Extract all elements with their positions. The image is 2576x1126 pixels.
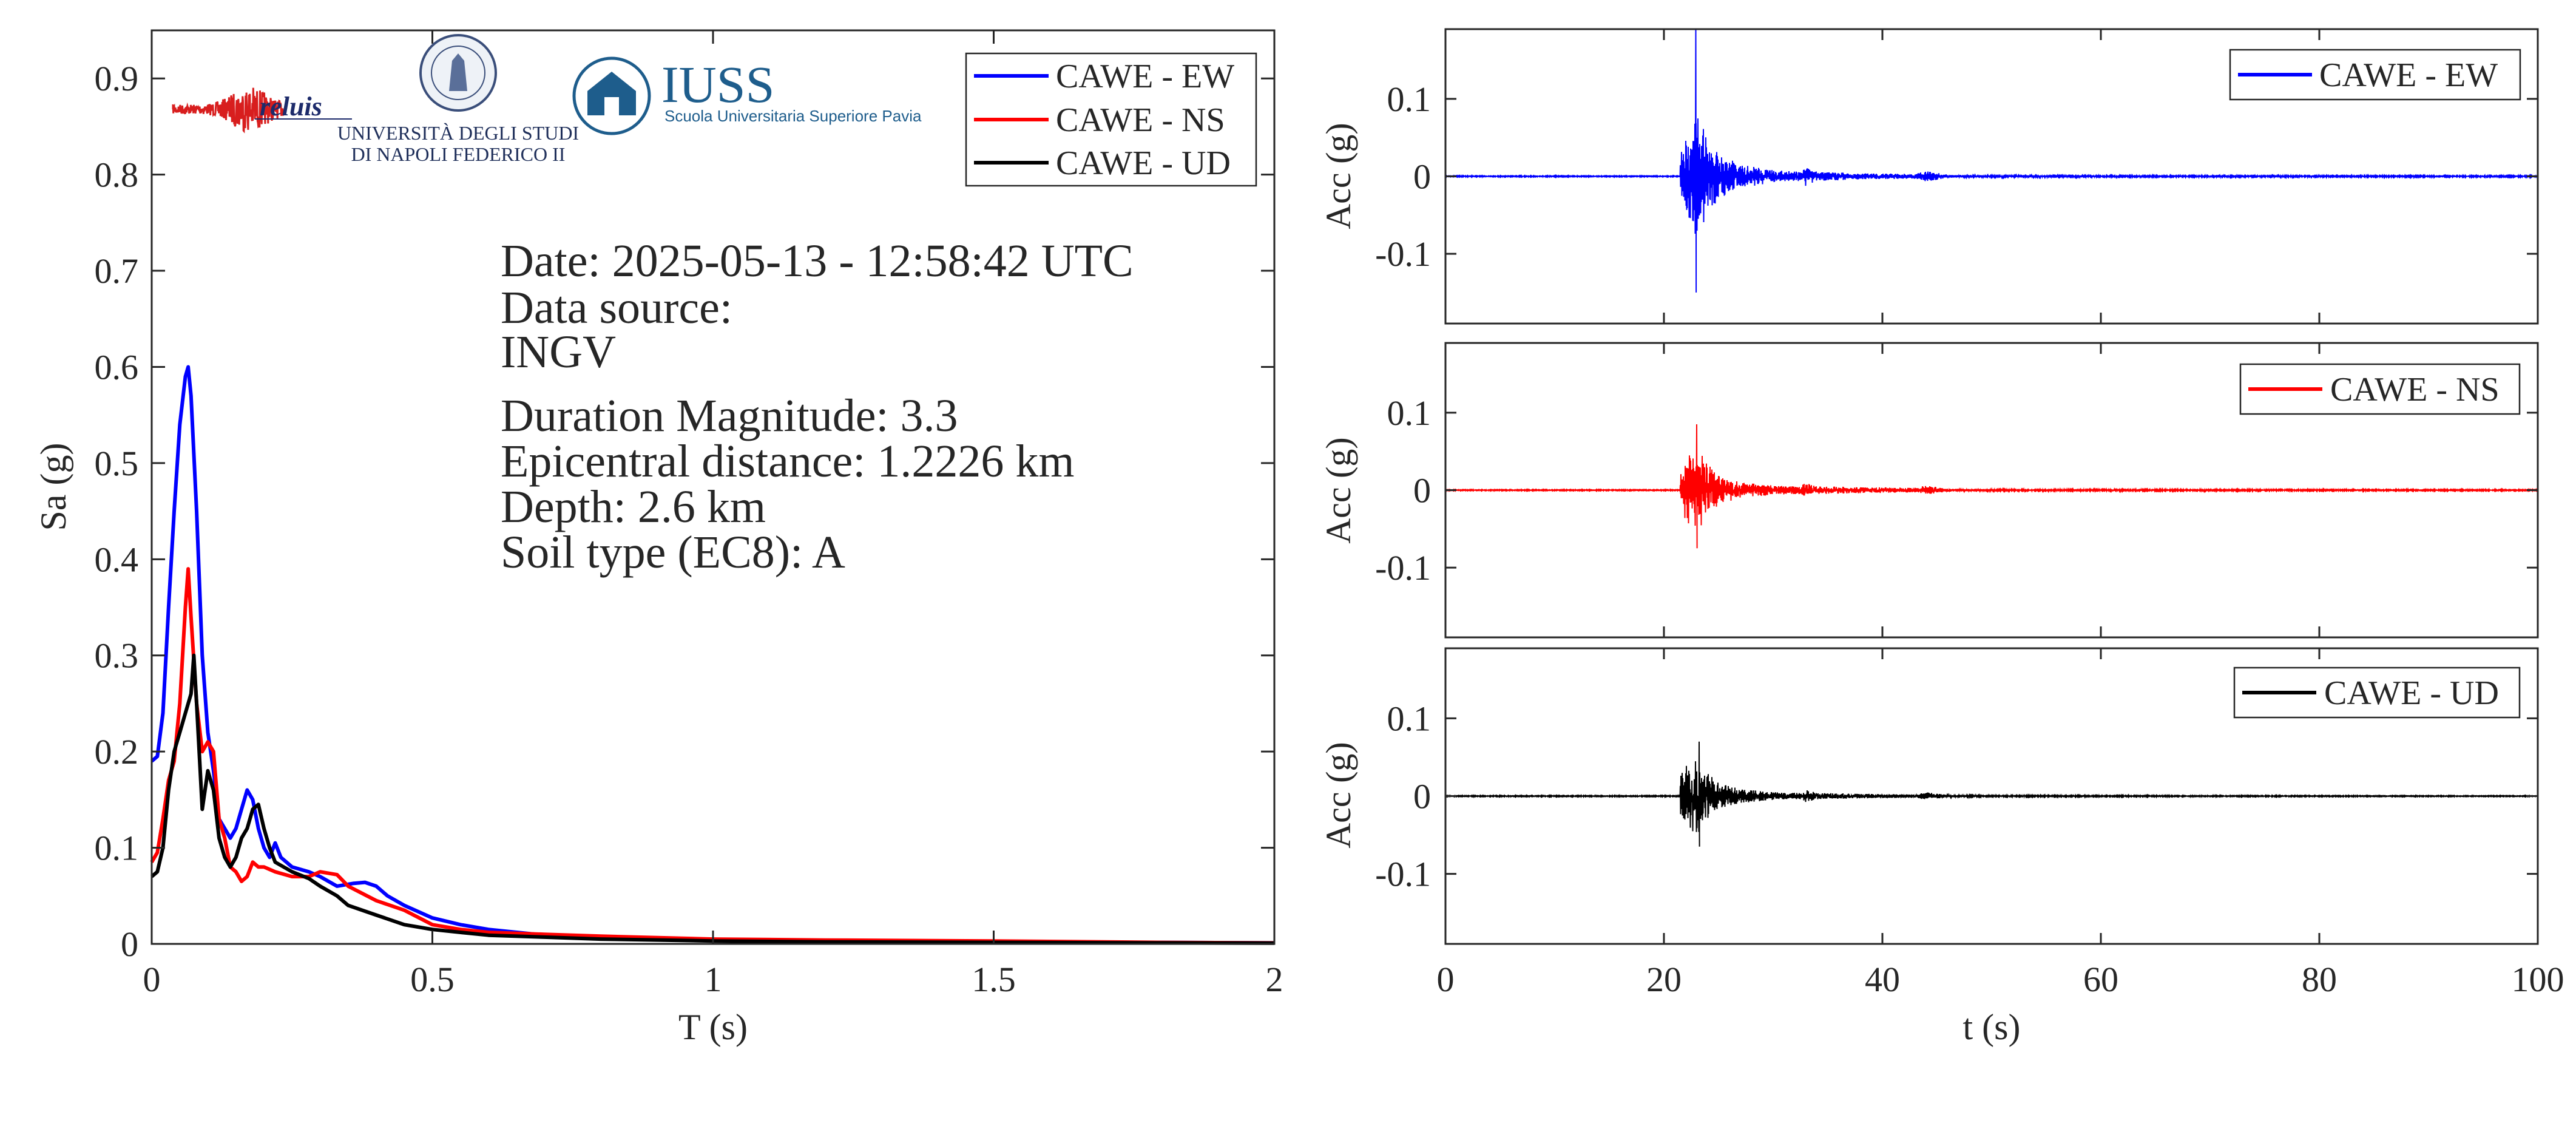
- reluis-wave-icon: [172, 87, 285, 134]
- acc-ytick-label: 0.1: [1387, 699, 1432, 738]
- acc-xtick-label: 80: [2302, 960, 2337, 999]
- unina-line2: DI NAPOLI FEDERICO II: [351, 143, 566, 165]
- spectrum-ytick-label: 0.8: [95, 155, 139, 195]
- acc-ns-series: [1445, 424, 2538, 549]
- spectrum-ytick-label: 0.7: [95, 251, 139, 291]
- info-depth: Depth: 2.6 km: [501, 481, 766, 532]
- acc-ew-legend: CAWE - EW: [2229, 49, 2521, 101]
- spectrum-xtick-label: 1.5: [972, 960, 1016, 999]
- legend-label-ns: CAWE - NS: [1056, 101, 1225, 139]
- info-magnitude: Duration Magnitude: 3.3: [501, 390, 958, 441]
- spectrum-xtick-label: 0: [143, 960, 161, 999]
- iuss-building-door-icon: [604, 97, 619, 115]
- unina-seal-inner-icon: [431, 46, 485, 100]
- acc-ew-ticks: -0.1 0 0.1: [1375, 29, 2539, 324]
- reluis-logo: reluis: [172, 87, 352, 134]
- spectrum-ytick-label: 0.1: [95, 829, 139, 868]
- acc-ud-series: [1445, 741, 2538, 847]
- info-soil: Soil type (EC8): A: [501, 527, 845, 578]
- spectrum-legend: CAWE - EW CAWE - NS CAWE - UD: [965, 52, 1257, 187]
- spectrum-series-ns: [150, 567, 1275, 945]
- acc-ew-chart: -0.1 0 0.1 Acc (g) CAWE - EW: [1319, 28, 2539, 325]
- acc-ud-legend: CAWE - UD: [2233, 666, 2521, 719]
- spectrum-chart: 0 0.5 1 1.5 2 0 0.1 0.2 0.3 0.4 0.5 0.6 0.7 0.8 0.9 Sa…: [33, 29, 1283, 1047]
- spectrum-ylabel: Sa (g): [33, 443, 73, 531]
- acc-ns-legend: CAWE - NS: [2239, 363, 2521, 415]
- info-date: Date: 2025-05-13 - 12:58:42 UTC: [501, 236, 1134, 287]
- acc-ud-xlabel: t (s): [1963, 1007, 2021, 1047]
- acc-xtick-label: 60: [2083, 960, 2118, 999]
- iuss-name: IUSS: [661, 55, 774, 114]
- acc-ytick-label: -0.1: [1375, 548, 1431, 588]
- acc-ytick-label: 0.1: [1387, 80, 1432, 119]
- spectrum-series-ew: [150, 365, 1275, 945]
- spectrum-xlabel: T (s): [678, 1007, 748, 1047]
- spectrum-xtick-label: 0.5: [410, 960, 455, 999]
- event-info: Date: 2025-05-13 - 12:58:42 UTC Data sou…: [501, 236, 1134, 578]
- iuss-logo: IUSS Scuola Universitaria Superiore Pavi…: [572, 55, 922, 135]
- acceleration-panels: -0.1 0 0.1 Acc (g) CAWE - EW -0.1 0 0.1 Acc …: [1319, 28, 2564, 1047]
- acc-ytick-label: 0: [1413, 777, 1431, 816]
- acc-xtick-label: 20: [1646, 960, 1682, 999]
- unina-seal-figure-icon: [449, 53, 467, 91]
- spectrum-ytick-label: 0.5: [95, 444, 139, 483]
- legend-label-ew: CAWE - EW: [1056, 58, 1234, 95]
- acc-xtick-label: 40: [1865, 960, 1900, 999]
- spectrum-series-group: [150, 365, 1275, 945]
- acc-ud-legend-label: CAWE - UD: [2324, 674, 2499, 712]
- spectrum-ytick-label: 0.2: [95, 732, 139, 772]
- spectrum-ytick-label: 0.6: [95, 347, 139, 387]
- acc-ytick-label: 0: [1413, 471, 1431, 510]
- acc-ns-ticks: -0.1 0 0.1: [1375, 343, 2539, 637]
- legend-label-ud: CAWE - UD: [1056, 144, 1231, 182]
- acc-ew-series: [1445, 29, 2538, 293]
- acc-ns-legend-label: CAWE - NS: [2330, 371, 2500, 409]
- iuss-building-icon: [587, 72, 636, 115]
- acc-ytick-label: -0.1: [1375, 234, 1431, 274]
- spectrum-xtick-label: 2: [1266, 960, 1283, 999]
- unina-line1: UNIVERSITÀ DEGLI STUDI: [337, 122, 579, 144]
- spectrum-ytick-label: 0.3: [95, 636, 139, 676]
- acc-ud-ticks: 0 20 40 60 80 100 -0.1 0 0.1: [1375, 648, 2564, 999]
- acc-ytick-label: 0.1: [1387, 393, 1432, 433]
- acc-ew-legend-label: CAWE - EW: [2319, 56, 2498, 94]
- spectrum-xtick-label: 1: [705, 960, 722, 999]
- acc-ud-ylabel: Acc (g): [1319, 742, 1358, 849]
- acc-ns-chart: -0.1 0 0.1 Acc (g) CAWE - NS: [1319, 342, 2539, 639]
- acc-ud-chart: 0 20 40 60 80 100 -0.1 0 0.1 Acc (g) t (s) CAWE …: [1319, 647, 2564, 1047]
- acc-xtick-label: 0: [1437, 960, 1455, 999]
- info-source-value: INGV: [501, 327, 616, 378]
- acc-ytick-label: -0.1: [1375, 855, 1431, 894]
- unina-logo: UNIVERSITÀ DEGLI STUDI DI NAPOLI FEDERIC…: [337, 34, 579, 165]
- info-distance: Epicentral distance: 1.2226 km: [501, 436, 1075, 487]
- spectrum-ytick-label: 0.4: [95, 540, 139, 579]
- spectrum-series-ud: [150, 653, 1275, 945]
- acc-ns-ylabel: Acc (g): [1319, 437, 1358, 544]
- acc-ytick-label: 0: [1413, 157, 1431, 197]
- acc-xtick-label: 100: [2512, 960, 2564, 999]
- spectrum-ytick-label: 0: [121, 924, 138, 964]
- iuss-subtitle: Scuola Universitaria Superiore Pavia: [664, 107, 922, 125]
- acc-ew-ylabel: Acc (g): [1319, 123, 1358, 229]
- info-source-label: Data source:: [501, 282, 732, 333]
- reluis-logo-text: reluis: [260, 92, 322, 121]
- spectrum-ytick-label: 0.9: [95, 59, 139, 98]
- spectrum-ticks: 0 0.5 1 1.5 2 0 0.1 0.2 0.3 0.4 0.5 0.6 0.7 0.8 0.9: [95, 30, 1283, 999]
